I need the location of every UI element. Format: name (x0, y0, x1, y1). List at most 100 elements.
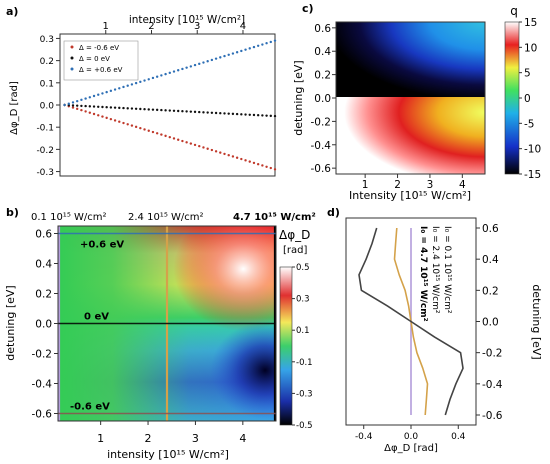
panel-b-label: b) (6, 206, 19, 219)
panel-a-point (193, 110, 197, 114)
panel-d-legend-entry: I₀ = 2.4 10¹⁵ W/cm² (430, 226, 440, 314)
panel-a-point (67, 102, 70, 105)
panel-c-y-tick-label: -0.2 (311, 116, 332, 128)
panel-d-y-tick-label: 0.0 (482, 317, 499, 329)
panel-a-legend-entry: Δ = 0 eV (79, 55, 110, 63)
panel-a-point (80, 108, 83, 112)
panel-a-point (88, 96, 92, 99)
panel-a-point (193, 143, 197, 147)
panel-a-point (101, 115, 104, 118)
panel-b-x-axis-label: intensity [10¹⁵ W/cm²] (107, 448, 229, 461)
panel-c-colorbar-label: q (510, 4, 518, 18)
panel-a-point (273, 39, 277, 42)
panel-b-colorbar-tick-label: 0.3 (296, 295, 310, 305)
panel-d-y-tick-label: 0.4 (482, 254, 499, 266)
panel-d-x-tick-label: -0.4 (355, 432, 373, 442)
panel-a-point (252, 45, 256, 49)
panel-a-point (177, 138, 180, 141)
panel-a-point (185, 110, 188, 113)
panel-a-point (143, 128, 146, 131)
panel-a-point (147, 129, 150, 132)
panel-a-y-tick-label: 0.0 (40, 102, 55, 112)
panel-c-x-tick-label: 2 (394, 179, 401, 191)
panel-b-colorbar-tick-label: -0.3 (296, 389, 313, 399)
panel-b-detuning-label: +0.6 eV (80, 240, 124, 251)
panel-a-point (105, 106, 108, 109)
panel-a-point (109, 89, 113, 93)
panel-a-point (219, 56, 222, 59)
panel-a-point (240, 113, 243, 116)
panel-a-point (248, 47, 251, 50)
panel-d-y-ticks: -0.6 -0.4 -0.2 0.0 0.2 0.4 0.6 (476, 223, 503, 422)
panel-a-point (172, 109, 176, 112)
panel-a-y-tick-label: 0.2 (40, 57, 54, 67)
panel-c-y-axis-label: detuning [eV] (292, 60, 305, 135)
panel-a-point (101, 105, 104, 109)
panel-a-point (235, 112, 239, 116)
panel-a-point (231, 52, 235, 55)
panel-a-point (143, 79, 146, 82)
panel-a-legend-marker (70, 45, 74, 49)
panel-a-series-0 (63, 103, 277, 171)
panel-a-point (84, 110, 87, 113)
panel-a-point (214, 150, 218, 153)
panel-a-legend-entry: Δ = +0.6 eV (79, 66, 123, 74)
panel-c-colorbar-tick-label: -15 (524, 169, 541, 181)
panel-a-point (71, 106, 75, 109)
panel-a-point (118, 120, 121, 123)
panel-a-point (223, 152, 226, 156)
panel-a-point (113, 119, 117, 122)
panel-a-point (143, 108, 146, 111)
panel-c-colorbar-ticks: -15 -10 -5 0 5 10 15 (519, 17, 541, 181)
panel-b-colorbar-label: Δφ_D (279, 228, 310, 242)
panel-c-x-tick-label: 4 (459, 179, 466, 191)
panel-a-point (185, 66, 188, 69)
panel-d-curves (358, 227, 464, 416)
panel-a-x-tick-label: 3 (194, 21, 200, 32)
panel-a-point (105, 116, 108, 120)
panel-a-point (109, 117, 113, 121)
panel-a-point (269, 114, 272, 118)
panel-c-colorbar-tick-label: 5 (524, 68, 531, 80)
panel-a-y-tick-label: 0.1 (40, 79, 54, 89)
panel-c-y-tick-label: 0.0 (314, 93, 331, 105)
panel-a-point (76, 99, 79, 103)
panel-d-y-tick-label: 0.6 (482, 223, 499, 235)
panel-a-point (164, 134, 167, 138)
panel-b-colorbar-tick-label: 0.5 (296, 263, 310, 273)
panel-a-point (214, 57, 218, 60)
panel-b-intensity-label: 4.7 10¹⁵ W/cm² (233, 212, 316, 223)
panel-c-y-ticks: -0.6 -0.4 -0.2 0.0 0.2 0.4 0.6 (311, 23, 336, 175)
panel-c: c) 1 2 3 4 -0.6 -0.4 -0.2 0.0 0.2 0.4 0.6 detunin… (292, 2, 541, 202)
panel-c-colorbar-tick-label: 0 (524, 93, 531, 105)
panel-a-y-tick-label: -0.1 (36, 124, 54, 134)
panel-a-point (113, 106, 117, 109)
panel-b-y-ticks: -0.6 -0.4 -0.2 0.0 0.2 0.4 0.6 (32, 229, 58, 421)
panel-a-point (261, 43, 264, 46)
panel-a-y-tick-label: -0.2 (36, 146, 54, 156)
panel-d-x-axis-label: Δφ_D [rad] (384, 443, 438, 454)
panel-a-point (151, 108, 155, 111)
panel-b-x-tick-label: 2 (145, 432, 152, 445)
panel-a-point (261, 164, 264, 167)
panel-a-point (92, 105, 96, 108)
panel-a-point (223, 54, 226, 58)
panel-a-point (193, 63, 197, 67)
panel-a-point (139, 126, 142, 130)
panel-c-y-tick-label: 0.4 (314, 46, 331, 58)
panel-a-point (113, 88, 117, 91)
panel-a-point (202, 111, 205, 114)
panel-a-point (80, 104, 83, 108)
panel-a-point (210, 58, 214, 62)
panel-a-legend-box (63, 40, 139, 81)
panel-a-point (147, 78, 150, 81)
panel-a-x-tick-label: 2 (148, 21, 154, 32)
panel-c-colorbar-tick-label: -10 (524, 144, 541, 156)
panel-c-y-tick-label: 0.6 (314, 23, 331, 35)
panel-b-colorbar-tick-label: 0.1 (296, 326, 310, 336)
panel-a-point (118, 106, 121, 110)
panel-d-y-axis-label: detuning [eV] (530, 284, 543, 359)
